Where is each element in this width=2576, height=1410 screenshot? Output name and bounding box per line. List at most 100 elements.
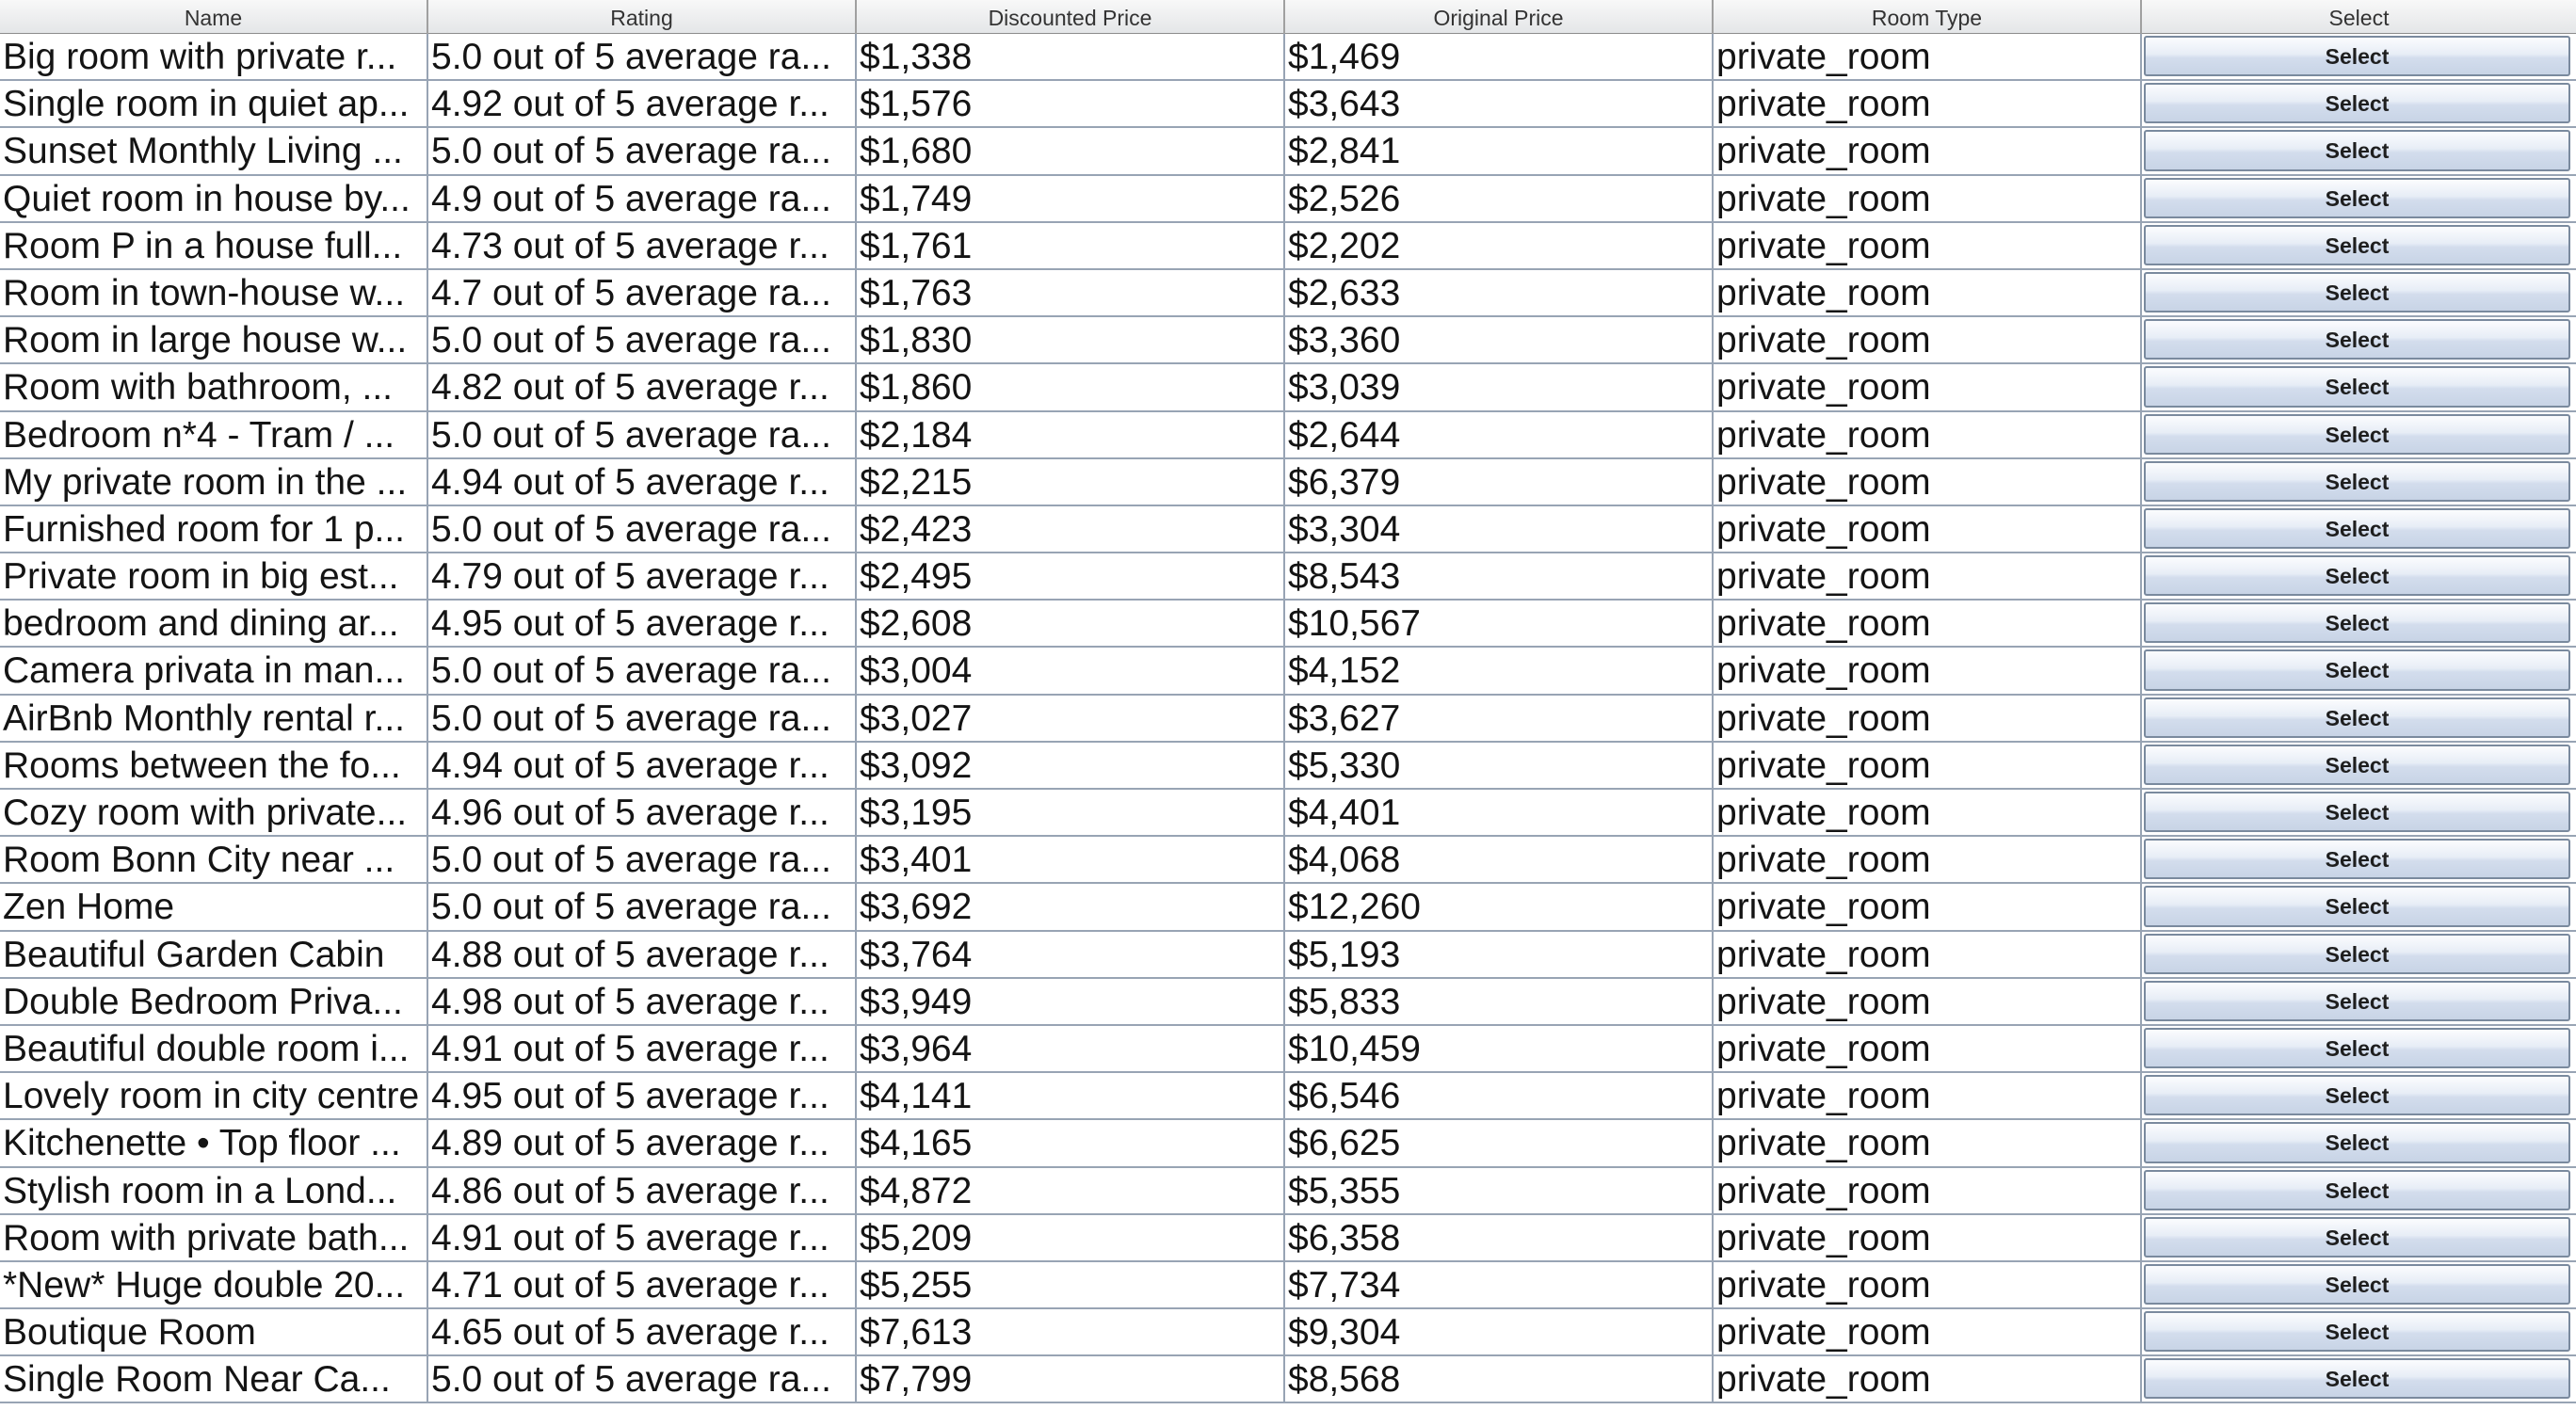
cell-select: Select bbox=[2142, 270, 2576, 315]
select-button[interactable]: Select bbox=[2144, 36, 2570, 77]
select-button[interactable]: Select bbox=[2144, 744, 2570, 785]
cell-name: Beautiful double room i... bbox=[0, 1025, 428, 1072]
cell-room-type: private_room bbox=[1714, 648, 2142, 694]
select-button[interactable]: Select bbox=[2144, 1122, 2570, 1163]
cell-name: Private room in big est... bbox=[0, 553, 428, 600]
table-row[interactable]: bedroom and dining ar... 4.95 out of 5 av… bbox=[0, 601, 2576, 649]
cell-discounted-price: $1,830 bbox=[857, 317, 1285, 363]
cell-room-type: private_room bbox=[1714, 175, 2142, 221]
table-row[interactable]: Big room with private r... 5.0 out of 5 a… bbox=[0, 34, 2576, 82]
table-body: Big room with private r... 5.0 out of 5 a… bbox=[0, 34, 2576, 1404]
select-button[interactable]: Select bbox=[2144, 602, 2570, 644]
cell-name: Furnished room for 1 p... bbox=[0, 505, 428, 553]
select-button[interactable]: Select bbox=[2144, 366, 2570, 408]
table-row[interactable]: Room P in a house full... 4.73 out of 5 a… bbox=[0, 222, 2576, 270]
table-row[interactable]: Camera privata in man... 5.0 out of 5 ave… bbox=[0, 648, 2576, 696]
select-button[interactable]: Select bbox=[2144, 1216, 2570, 1258]
select-button[interactable]: Select bbox=[2144, 83, 2570, 124]
column-header-discounted-price[interactable]: Discounted Price bbox=[857, 0, 1285, 34]
cell-room-type: private_room bbox=[1714, 1261, 2142, 1308]
column-header-rating[interactable]: Rating bbox=[428, 0, 857, 34]
cell-discounted-price: $1,680 bbox=[857, 128, 1285, 174]
cell-room-type: private_room bbox=[1714, 931, 2142, 977]
table-row[interactable]: Double Bedroom Priva... 4.98 out of 5 ave… bbox=[0, 978, 2576, 1026]
table-row[interactable]: Room in town-house w... 4.7 out of 5 aver… bbox=[0, 269, 2576, 318]
table-row[interactable]: Beautiful Garden Cabin 4.88 out of 5 aver… bbox=[0, 931, 2576, 979]
select-button[interactable]: Select bbox=[2144, 1169, 2570, 1210]
cell-rating: 5.0 out of 5 average ra... bbox=[428, 128, 857, 174]
table-row[interactable]: Room with bathroom, ... 4.82 out of 5 ave… bbox=[0, 364, 2576, 412]
select-button[interactable]: Select bbox=[2144, 130, 2570, 171]
table-row[interactable]: Stylish room in a Lond... 4.86 out of 5 a… bbox=[0, 1167, 2576, 1215]
cell-room-type: private_room bbox=[1714, 411, 2142, 457]
table-row[interactable]: Quiet room in house by... 4.9 out of 5 av… bbox=[0, 175, 2576, 223]
column-header-original-price[interactable]: Original Price bbox=[1285, 0, 1714, 34]
column-header-room-type[interactable]: Room Type bbox=[1714, 0, 2142, 34]
table-row[interactable]: Sunset Monthly Living ... 5.0 out of 5 av… bbox=[0, 128, 2576, 176]
column-header-select[interactable]: Select bbox=[2328, 6, 2390, 30]
table-row[interactable]: Furnished room for 1 p... 5.0 out of 5 av… bbox=[0, 505, 2576, 554]
table-row[interactable]: Zen Home 5.0 out of 5 average ra... $3,692… bbox=[0, 884, 2576, 932]
column-header-name[interactable]: Name bbox=[0, 0, 428, 34]
cell-select: Select bbox=[2142, 979, 2576, 1024]
table-row[interactable]: Single Room Near Ca... 5.0 out of 5 avera… bbox=[0, 1356, 2576, 1404]
table-row[interactable]: AirBnb Monthly rental r... 5.0 out of 5 a… bbox=[0, 695, 2576, 743]
select-button[interactable]: Select bbox=[2144, 839, 2570, 880]
table-row[interactable]: My private room in the ... 4.94 out of 5 … bbox=[0, 458, 2576, 506]
table-row[interactable]: Boutique Room 4.65 out of 5 average r... $… bbox=[0, 1309, 2576, 1357]
select-button[interactable]: Select bbox=[2144, 649, 2570, 691]
table-row[interactable]: Rooms between the fo... 4.94 out of 5 ave… bbox=[0, 742, 2576, 790]
select-button[interactable]: Select bbox=[2144, 319, 2570, 361]
cell-discounted-price: $3,949 bbox=[857, 978, 1285, 1024]
cell-original-price: $4,152 bbox=[1285, 648, 1714, 694]
table-row[interactable]: Room in large house w... 5.0 out of 5 ave… bbox=[0, 317, 2576, 365]
table-row[interactable]: Private room in big est... 4.79 out of 5 … bbox=[0, 553, 2576, 601]
select-button[interactable]: Select bbox=[2144, 555, 2570, 597]
select-button[interactable]: Select bbox=[2144, 1027, 2570, 1069]
table-row[interactable]: Room Bonn City near ... 5.0 out of 5 aver… bbox=[0, 837, 2576, 885]
cell-name: Bedroom n*4 - Tram / ... bbox=[0, 411, 428, 457]
cell-rating: 4.98 out of 5 average r... bbox=[428, 978, 857, 1024]
select-button[interactable]: Select bbox=[2144, 980, 2570, 1021]
table-row[interactable]: Bedroom n*4 - Tram / ... 5.0 out of 5 ave… bbox=[0, 411, 2576, 459]
select-button[interactable]: Select bbox=[2144, 224, 2570, 265]
table-row[interactable]: Beautiful double room i... 4.91 out of 5 … bbox=[0, 1025, 2576, 1074]
cell-name: Lovely room in city centre bbox=[0, 1073, 428, 1119]
select-button[interactable]: Select bbox=[2144, 413, 2570, 455]
select-button[interactable]: Select bbox=[2144, 271, 2570, 313]
cell-rating: 5.0 out of 5 average ra... bbox=[428, 884, 857, 930]
table-row[interactable]: Cozy room with private... 4.96 out of 5 a… bbox=[0, 790, 2576, 838]
cell-select: Select bbox=[2142, 743, 2576, 788]
cell-select: Select bbox=[2142, 601, 2576, 646]
cell-discounted-price: $2,184 bbox=[857, 411, 1285, 457]
table-row[interactable]: Room with private bath... 4.91 out of 5 a… bbox=[0, 1214, 2576, 1262]
select-button[interactable]: Select bbox=[2144, 177, 2570, 218]
select-button[interactable]: Select bbox=[2144, 1263, 2570, 1306]
table-row[interactable]: Kitchenette • Top floor ... 4.89 out of 5… bbox=[0, 1120, 2576, 1168]
select-button[interactable]: Select bbox=[2144, 1358, 2570, 1400]
table-row[interactable]: Single room in quiet ap... 4.92 out of 5 … bbox=[0, 81, 2576, 129]
cell-select: Select bbox=[2142, 176, 2576, 221]
cell-original-price: $3,304 bbox=[1285, 505, 1714, 553]
select-button[interactable]: Select bbox=[2144, 933, 2570, 974]
cell-discounted-price: $5,209 bbox=[857, 1214, 1285, 1260]
select-button[interactable]: Select bbox=[2144, 697, 2570, 738]
select-button[interactable]: Select bbox=[2144, 507, 2570, 550]
cell-select: Select bbox=[2142, 1120, 2576, 1165]
cell-select: Select bbox=[2142, 932, 2576, 977]
select-button[interactable]: Select bbox=[2144, 1311, 2570, 1353]
select-button[interactable]: Select bbox=[2144, 1075, 2570, 1116]
select-button[interactable]: Select bbox=[2144, 886, 2570, 927]
cell-original-price: $2,633 bbox=[1285, 269, 1714, 316]
table-row[interactable]: *New* Huge double 20... 4.71 out of 5 ave… bbox=[0, 1261, 2576, 1310]
cell-room-type: private_room bbox=[1714, 695, 2142, 741]
cell-original-price: $2,841 bbox=[1285, 128, 1714, 174]
cell-original-price: $7,734 bbox=[1285, 1261, 1714, 1308]
select-button[interactable]: Select bbox=[2144, 792, 2570, 833]
cell-rating: 4.96 out of 5 average r... bbox=[428, 790, 857, 836]
cell-rating: 5.0 out of 5 average ra... bbox=[428, 1356, 857, 1402]
cell-room-type: private_room bbox=[1714, 1025, 2142, 1072]
cell-rating: 4.95 out of 5 average r... bbox=[428, 601, 857, 647]
table-row[interactable]: Lovely room in city centre 4.95 out of 5 … bbox=[0, 1073, 2576, 1121]
select-button[interactable]: Select bbox=[2144, 460, 2570, 502]
